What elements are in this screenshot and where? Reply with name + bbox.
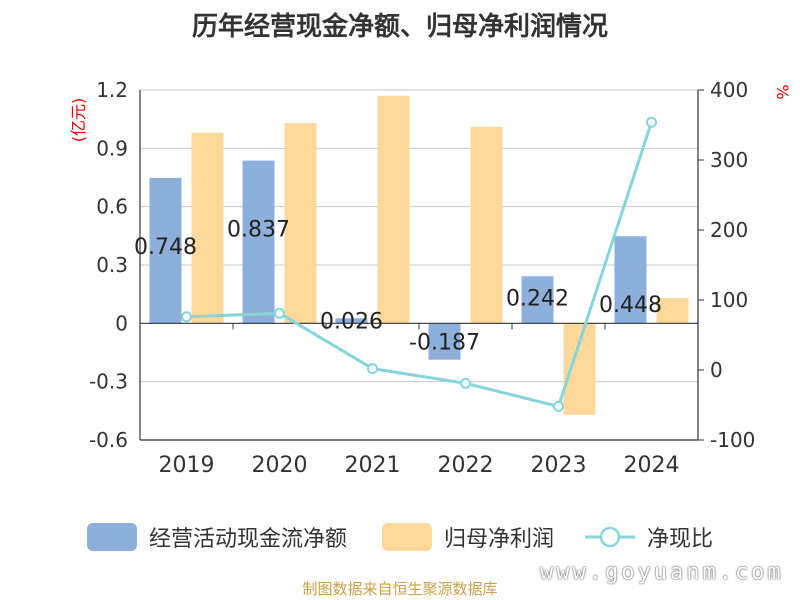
y-right-tick-label: -100 [710, 428, 755, 452]
cashflow-bar [428, 323, 461, 360]
chart-title: 历年经营现金净额、归母净利润情况 [191, 12, 608, 42]
x-tick-label: 2020 [252, 453, 308, 478]
cashflow-bar [335, 318, 368, 324]
legend-item-net-profit[interactable]: 归母净利润 [382, 517, 554, 557]
x-tick-label: 2019 [159, 453, 215, 478]
legend-label-cash-ratio: 净现比 [647, 527, 714, 552]
cashflow-data-label: 0.748 [134, 235, 197, 260]
y-left-tick-label: 0.3 [96, 253, 128, 277]
cashflow-data-label: 0.026 [320, 309, 383, 334]
net-profit-bar [377, 95, 410, 324]
y-left-tick-label: 1.2 [96, 78, 128, 102]
net-profit-bar [656, 298, 689, 324]
cash-ratio-point [646, 116, 657, 128]
y-right-tick-label: 100 [710, 288, 748, 312]
cashflow-bar [521, 276, 554, 324]
cash-ratio-point [274, 307, 285, 319]
x-tick-label: 2024 [624, 453, 680, 478]
x-tick-label: 2022 [438, 453, 494, 478]
cashflow-data-label: 0.448 [599, 293, 662, 318]
watermark: www.goyuanm.com [540, 560, 784, 585]
y-right-tick-label: 300 [710, 148, 748, 172]
cashflow-data-label: 0.242 [506, 286, 569, 311]
legend-label-net-profit: 归母净利润 [444, 527, 555, 552]
cashflow-bar [149, 177, 182, 324]
cashflow-bar [242, 160, 275, 324]
legend-swatch-cash-ratio [585, 526, 635, 548]
legend-label-cashflow: 经营活动现金流净额 [149, 527, 348, 552]
y-left-axis-label: (亿元) [69, 98, 88, 143]
y-left-tick-label: 0.6 [96, 195, 128, 219]
net-profit-bar [284, 123, 317, 324]
y-right-axis-label: % [773, 84, 792, 99]
y-left-tick-label: 0 [115, 311, 128, 335]
legend-item-cashflow[interactable]: 经营活动现金流净额 [87, 517, 347, 557]
cashflow-bar [614, 236, 647, 324]
legend: 经营活动现金流净额 归母净利润 净现比 [0, 517, 800, 557]
y-left-tick-label: -0.3 [89, 370, 128, 394]
cashflow-data-label: -0.187 [409, 330, 480, 355]
cash-ratio-line [186, 121, 653, 409]
cash-ratio-point [460, 377, 471, 389]
y-right-tick-label: 200 [710, 218, 748, 242]
y-right-tick-label: 400 [710, 78, 748, 102]
net-profit-bar [470, 126, 503, 324]
cash-ratio-point [553, 400, 564, 412]
legend-swatch-net-profit [382, 523, 432, 551]
source-note: 制图数据来自恒生聚源数据库 [302, 580, 498, 598]
net-profit-bar [563, 323, 596, 415]
legend-swatch-cashflow [87, 523, 137, 551]
cash-ratio-point [367, 363, 378, 375]
cashflow-data-label: 0.837 [227, 218, 290, 243]
y-right-tick-label: 0 [710, 358, 723, 382]
x-tick-label: 2023 [531, 453, 587, 478]
net-profit-bar [191, 132, 224, 324]
y-left-tick-label: 0.9 [96, 136, 128, 160]
x-tick-label: 2021 [345, 453, 401, 478]
legend-item-cash-ratio[interactable]: 净现比 [585, 517, 713, 557]
y-left-tick-label: -0.6 [89, 428, 128, 452]
cash-ratio-point [181, 311, 192, 323]
